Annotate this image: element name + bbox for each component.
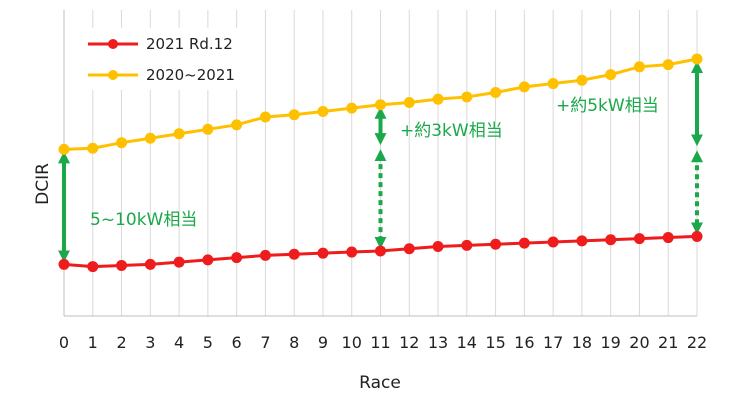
series-1-point-0 bbox=[58, 143, 70, 155]
series-0-point-21 bbox=[662, 232, 674, 244]
x-tick-label-3: 3 bbox=[145, 333, 155, 352]
series-0-point-10 bbox=[346, 246, 358, 258]
legend: 2021 Rd.12 2020~2021 bbox=[70, 28, 250, 90]
series-1-point-9 bbox=[317, 105, 329, 117]
x-tick-label-8: 8 bbox=[289, 333, 299, 352]
series-0-point-3 bbox=[144, 258, 156, 270]
annotation-label-1: +約3kW相当 bbox=[400, 121, 503, 141]
x-tick-label-5: 5 bbox=[203, 333, 213, 352]
series-0-point-22 bbox=[691, 230, 703, 242]
series-1-point-19 bbox=[605, 69, 617, 81]
x-tick-label-7: 7 bbox=[260, 333, 270, 352]
x-tick-label-10: 10 bbox=[342, 333, 362, 352]
series-1-point-10 bbox=[346, 102, 358, 114]
x-tick-label-6: 6 bbox=[232, 333, 242, 352]
series-0-point-14 bbox=[461, 239, 473, 251]
x-tick-label-20: 20 bbox=[629, 333, 649, 352]
x-tick-label-0: 0 bbox=[59, 333, 69, 352]
x-tick-label-15: 15 bbox=[485, 333, 505, 352]
series-0-point-13 bbox=[432, 240, 444, 252]
series-0-point-19 bbox=[605, 234, 617, 246]
series-0-point-12 bbox=[403, 243, 415, 255]
annotation-label-2: +約5kW相当 bbox=[556, 96, 659, 116]
x-tick-label-22: 22 bbox=[687, 333, 707, 352]
series-1-point-22 bbox=[691, 53, 703, 65]
series-0-point-18 bbox=[576, 235, 588, 247]
series-1-point-16 bbox=[518, 81, 530, 93]
x-tick-label-9: 9 bbox=[318, 333, 328, 352]
series-0-point-2 bbox=[116, 259, 128, 271]
series-0-point-8 bbox=[288, 248, 300, 260]
series-1-point-18 bbox=[576, 74, 588, 86]
series-0-point-15 bbox=[490, 238, 502, 250]
series-1-point-1 bbox=[87, 142, 99, 154]
series-1-point-5 bbox=[202, 123, 214, 135]
series-1-point-21 bbox=[662, 59, 674, 71]
series-1-point-3 bbox=[144, 132, 156, 144]
series-0-point-7 bbox=[259, 249, 271, 261]
series-0-point-0 bbox=[58, 258, 70, 270]
x-tick-label-17: 17 bbox=[543, 333, 563, 352]
series-0-point-5 bbox=[202, 254, 214, 266]
x-tick-label-21: 21 bbox=[658, 333, 678, 352]
x-tick-label-14: 14 bbox=[457, 333, 477, 352]
x-tick-label-2: 2 bbox=[116, 333, 126, 352]
series-0-point-17 bbox=[547, 236, 559, 248]
x-tick-label-18: 18 bbox=[572, 333, 592, 352]
legend-label-1: 2020~2021 bbox=[146, 66, 235, 84]
series-1-point-4 bbox=[173, 128, 185, 140]
series-1-point-13 bbox=[432, 93, 444, 105]
legend-label-0: 2021 Rd.12 bbox=[146, 35, 233, 53]
y-axis-title: DCIR bbox=[33, 163, 53, 205]
series-0-point-16 bbox=[518, 237, 530, 249]
series-0-point-4 bbox=[173, 256, 185, 268]
x-tick-label-16: 16 bbox=[514, 333, 534, 352]
series-1-point-6 bbox=[231, 119, 243, 131]
series-1-point-2 bbox=[116, 137, 128, 149]
x-tick-label-12: 12 bbox=[399, 333, 419, 352]
axes: 0 1 2 3 4 5 6 7 8 9 10 11 12 13 14 15 16 17 18 19 20 21 22 bbox=[59, 10, 707, 352]
series-1-point-7 bbox=[259, 111, 271, 123]
x-tick-label-1: 1 bbox=[88, 333, 98, 352]
legend-background bbox=[70, 28, 250, 90]
legend-marker-1 bbox=[108, 70, 118, 80]
x-tick-label-11: 11 bbox=[370, 333, 390, 352]
x-tick-label-19: 19 bbox=[601, 333, 621, 352]
x-tick-label-13: 13 bbox=[428, 333, 448, 352]
series-1-point-11 bbox=[375, 99, 386, 111]
series-0-point-1 bbox=[87, 261, 99, 273]
legend-marker-0 bbox=[108, 39, 118, 49]
series-1-point-14 bbox=[461, 91, 473, 103]
x-tick-label-4: 4 bbox=[174, 333, 184, 352]
series-0-point-11 bbox=[375, 245, 386, 257]
series-1-point-20 bbox=[633, 61, 645, 73]
series-1-point-15 bbox=[490, 86, 502, 98]
annotation-label-0: 5~10kW相当 bbox=[90, 210, 197, 230]
x-axis-title: Race bbox=[359, 373, 401, 393]
series-1-point-17 bbox=[547, 78, 559, 90]
series-1-point-12 bbox=[403, 97, 415, 109]
series-0-point-6 bbox=[231, 252, 243, 264]
annotations: 5~10kW相当 +約3kW相当 +約5kW相当 bbox=[58, 61, 703, 263]
series-0-point-9 bbox=[317, 247, 329, 259]
series-1-point-8 bbox=[288, 109, 300, 121]
series-0-point-20 bbox=[633, 233, 645, 245]
series bbox=[58, 53, 703, 273]
